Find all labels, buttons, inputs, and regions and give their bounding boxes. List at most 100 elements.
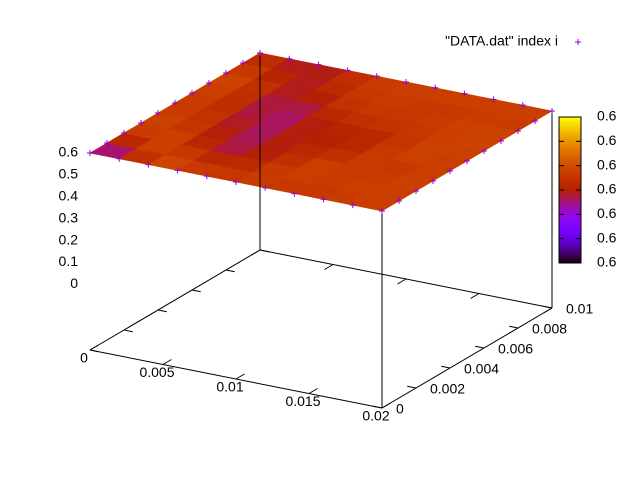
y-tick [509, 325, 519, 329]
z-tick-label: 0.5 [59, 166, 79, 182]
data-point [223, 69, 229, 76]
colorbar-step [559, 248, 581, 252]
data-point [291, 190, 298, 197]
colorbar-step [559, 211, 581, 215]
data-point [203, 173, 210, 180]
data-point [121, 129, 127, 136]
data-point [396, 197, 402, 204]
colorbar-step [559, 184, 581, 188]
data-point [257, 49, 263, 56]
colorbar-step [559, 170, 581, 174]
colorbar-step [559, 231, 581, 235]
colorbar-step [559, 199, 581, 203]
colorbar-step [559, 255, 581, 259]
y-tick [475, 345, 485, 349]
data-point [172, 99, 178, 106]
z-tick-label: 0.3 [59, 209, 79, 225]
x-tick [89, 344, 99, 351]
y-tick-label: 0.006 [498, 341, 533, 357]
colorbar-step [559, 116, 581, 120]
x-tick [162, 359, 172, 365]
colorbar-step [559, 235, 581, 239]
data-point [262, 184, 269, 191]
z-tick-label: 0.6 [59, 144, 79, 160]
x-tick [235, 373, 245, 380]
data-point [481, 147, 487, 154]
colorbar-step [559, 250, 581, 254]
data-point [464, 157, 470, 164]
colorbar-step [559, 131, 581, 135]
colorbar-tick-label: 0.6 [597, 181, 617, 197]
y-tick [123, 329, 133, 333]
data-point [519, 102, 526, 109]
data-point [206, 79, 212, 86]
data-point [432, 84, 439, 91]
colorbar-step [559, 119, 581, 123]
x-tick-label: 0.015 [285, 393, 320, 409]
data-point [315, 61, 322, 68]
data-point [145, 161, 152, 168]
colorbar-tick-label: 0.6 [597, 108, 617, 124]
colorbar-step [559, 182, 581, 186]
colorbar-step [559, 240, 581, 244]
x-tick [251, 249, 261, 256]
x-tick [397, 278, 407, 285]
colorbar-step [559, 167, 581, 171]
colorbar-step [559, 226, 581, 230]
data-point [233, 178, 239, 185]
colorbar-step [559, 150, 581, 154]
colorbar-tick-label: 0.6 [597, 132, 617, 148]
y-tick [157, 309, 167, 313]
data-point [104, 140, 110, 147]
colorbar-step [559, 206, 581, 210]
z-tick-label: 0 [70, 275, 78, 291]
colorbar-step [559, 133, 581, 137]
legend-label: "DATA.dat" index i [445, 33, 558, 49]
colorbar-step [559, 223, 581, 227]
data-point [403, 78, 409, 85]
data-point [240, 59, 246, 66]
data-point [189, 89, 195, 96]
colorbar-step [559, 257, 581, 261]
colorbar-step [559, 216, 581, 220]
colorbar-step [559, 252, 581, 256]
data-point [532, 117, 538, 124]
data-point [447, 167, 453, 174]
y-tick [191, 289, 201, 293]
x-tick-label: 0.01 [216, 379, 243, 395]
legend-marker [575, 39, 581, 45]
data-point [286, 55, 293, 62]
data-point [379, 207, 385, 214]
colorbar-step [559, 179, 581, 183]
colorbar-step [559, 209, 581, 213]
colorbar-step [559, 138, 581, 142]
z-tick-label: 0.4 [59, 187, 79, 203]
colorbar-step [559, 189, 581, 193]
colorbar-step [559, 238, 581, 242]
colorbar-step [559, 204, 581, 208]
y-tick-label: 0.004 [464, 361, 499, 377]
data-point [138, 119, 144, 126]
base-edge [381, 307, 553, 409]
x-tick [308, 388, 318, 394]
y-tick [373, 405, 383, 409]
data-point [498, 137, 504, 144]
x-tick-label: 0.02 [362, 408, 389, 424]
colorbar-step [559, 136, 581, 140]
colorbar-step [559, 233, 581, 237]
colorbar-step [559, 245, 581, 249]
colorbar-step [559, 124, 581, 128]
y-tick [225, 269, 235, 273]
colorbar-step [559, 121, 581, 125]
colorbar-step [559, 148, 581, 152]
x-tick-label: 0 [80, 350, 88, 366]
data-point [515, 127, 521, 134]
colorbar-step [559, 175, 581, 179]
data-point [413, 187, 419, 194]
data-point [87, 150, 93, 157]
x-tick [470, 293, 480, 299]
colorbar-step [559, 158, 581, 162]
data-point [320, 196, 327, 203]
